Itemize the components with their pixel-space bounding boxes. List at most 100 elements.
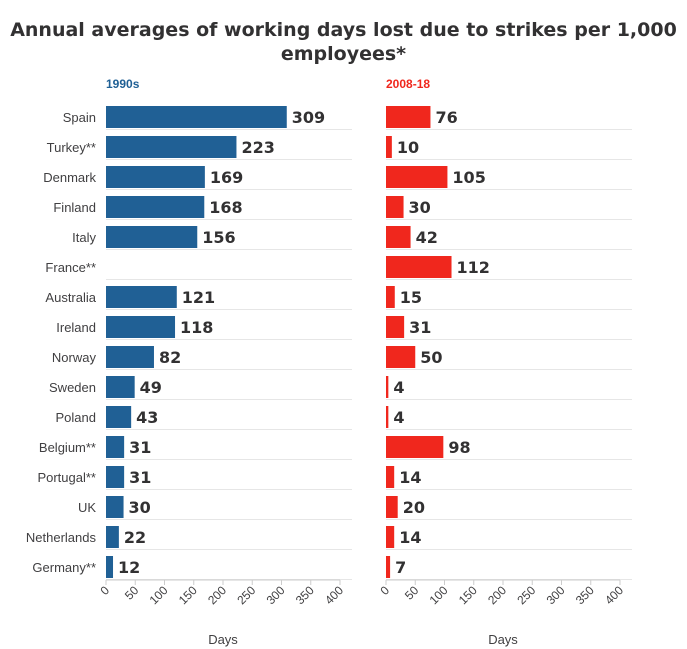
data-label: 169 [210, 168, 243, 187]
x-tick-label: 350 [573, 583, 597, 607]
category-label: Italy [72, 230, 96, 245]
bar [106, 376, 135, 398]
bar [386, 316, 405, 338]
category-label: UK [78, 500, 96, 515]
data-label: 42 [416, 228, 438, 247]
data-label: 15 [400, 288, 422, 307]
x-tick-label: 400 [602, 583, 626, 607]
bar [106, 136, 237, 158]
bar [386, 526, 395, 548]
bar [386, 436, 444, 458]
x-tick-label: 350 [293, 583, 317, 607]
data-label: 121 [182, 288, 215, 307]
category-label: France** [45, 260, 96, 275]
data-label: 112 [457, 258, 490, 277]
data-label: 7 [395, 558, 406, 577]
data-label: 309 [292, 108, 325, 127]
category-label: Belgium** [39, 440, 96, 455]
bar [386, 466, 395, 488]
bar [106, 226, 198, 248]
data-label: 168 [209, 198, 242, 217]
data-label: 31 [409, 318, 431, 337]
x-tick-label: 50 [122, 583, 142, 603]
data-label: 4 [393, 408, 404, 427]
data-label: 12 [118, 558, 140, 577]
bar [106, 316, 176, 338]
bar [386, 106, 431, 128]
bar [386, 136, 392, 158]
x-tick-label: 300 [544, 583, 568, 607]
data-label: 31 [129, 468, 151, 487]
data-label: 14 [399, 468, 421, 487]
data-label: 118 [180, 318, 213, 337]
data-label: 98 [448, 438, 470, 457]
data-label: 30 [129, 498, 151, 517]
category-label: Sweden [49, 380, 96, 395]
data-label: 10 [397, 138, 419, 157]
category-label: Turkey** [47, 140, 96, 155]
bar [386, 406, 389, 428]
x-tick-label: 200 [485, 583, 509, 607]
data-label: 14 [399, 528, 421, 547]
category-label: Portugal** [37, 470, 96, 485]
x-tick-label: 250 [234, 583, 258, 607]
x-tick-label: 100 [427, 583, 451, 607]
panel-header-1: 2008-18 [386, 77, 430, 91]
data-label: 43 [136, 408, 158, 427]
x-tick-label: 0 [97, 583, 112, 598]
bar [106, 526, 119, 548]
bar [106, 196, 205, 218]
bar [386, 496, 398, 518]
category-label: Australia [45, 290, 96, 305]
bar [106, 406, 132, 428]
x-tick-label: 250 [514, 583, 538, 607]
data-label: 31 [129, 438, 151, 457]
bar [106, 496, 124, 518]
bar [106, 436, 125, 458]
category-label: Denmark [43, 170, 96, 185]
x-axis-title: Days [208, 632, 238, 647]
x-tick-label: 400 [322, 583, 346, 607]
x-tick-label: 150 [456, 583, 480, 607]
bar [106, 346, 154, 368]
bar [106, 556, 114, 578]
bar [386, 166, 448, 188]
data-label: 82 [159, 348, 181, 367]
category-label: Netherlands [26, 530, 97, 545]
data-label: 105 [452, 168, 485, 187]
category-label: Finland [53, 200, 96, 215]
data-label: 76 [435, 108, 457, 127]
x-tick-label: 100 [147, 583, 171, 607]
bar [386, 556, 391, 578]
x-tick-label: 200 [205, 583, 229, 607]
category-label: Norway [52, 350, 97, 365]
chart-title: Annual averages of working days lost due… [10, 19, 677, 65]
data-label: 49 [140, 378, 162, 397]
x-tick-label: 0 [377, 583, 392, 598]
bar [106, 106, 287, 128]
bar [386, 286, 395, 308]
bar [106, 166, 205, 188]
x-tick-label: 50 [402, 583, 422, 603]
x-tick-label: 150 [176, 583, 200, 607]
bar [386, 346, 416, 368]
category-label: Spain [63, 110, 96, 125]
category-label: Poland [56, 410, 96, 425]
x-axis-title: Days [488, 632, 518, 647]
data-label: 30 [409, 198, 431, 217]
data-label: 50 [420, 348, 442, 367]
bar [386, 196, 404, 218]
x-tick-label: 300 [264, 583, 288, 607]
bar [386, 226, 411, 248]
data-label: 156 [202, 228, 235, 247]
data-label: 223 [241, 138, 274, 157]
bar [106, 466, 125, 488]
data-label: 22 [124, 528, 146, 547]
bar [386, 256, 452, 278]
data-label: 20 [403, 498, 425, 517]
bar [106, 286, 177, 308]
category-label: Ireland [56, 320, 96, 335]
bar [386, 376, 389, 398]
panel-header-0: 1990s [106, 77, 140, 91]
